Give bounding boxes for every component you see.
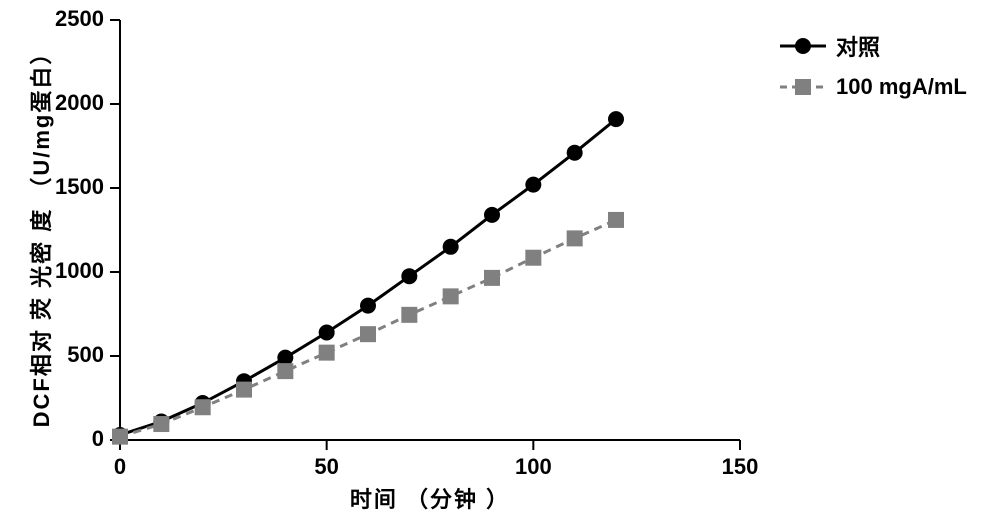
x-tick-label: 100: [503, 454, 563, 480]
legend: 对照 100 mgA/mL: [780, 30, 967, 112]
x-tick-label: 50: [297, 454, 357, 480]
legend-label: 对照: [836, 30, 880, 62]
legend-symbol: [780, 77, 826, 97]
legend-label: 100 mgA/mL: [836, 74, 967, 100]
x-tick-label: 0: [90, 454, 150, 480]
y-axis-title: DCF相对 荧 光密 度 （U/mg蛋白）: [24, 24, 56, 444]
chart-container: 05001000150020002500 050100150 DCF相对 荧 光…: [0, 0, 1000, 524]
x-tick-label: 150: [710, 454, 770, 480]
legend-symbol: [780, 36, 826, 56]
x-axis-title: 时间 （分钟 ）: [120, 482, 740, 514]
legend-item: 对照: [780, 30, 967, 62]
legend-item: 100 mgA/mL: [780, 74, 967, 100]
